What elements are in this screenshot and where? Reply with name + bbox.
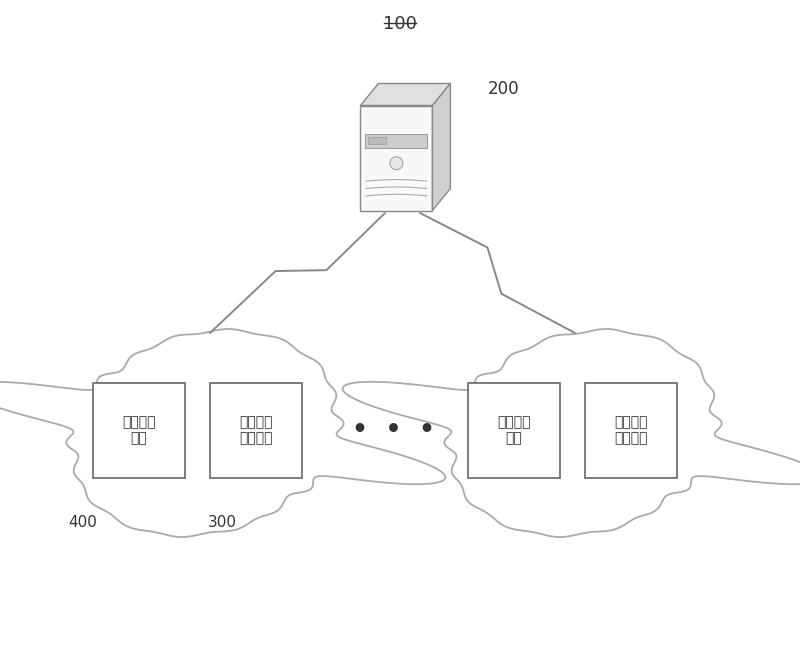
- Text: 信息采集
设备: 信息采集 设备: [498, 415, 530, 446]
- Polygon shape: [360, 106, 432, 211]
- Polygon shape: [0, 329, 446, 537]
- Polygon shape: [366, 134, 427, 148]
- FancyBboxPatch shape: [468, 383, 560, 478]
- Text: 定向高音
喉叭模组: 定向高音 喉叭模组: [239, 415, 273, 446]
- Polygon shape: [432, 84, 450, 211]
- Polygon shape: [360, 84, 450, 106]
- Text: 定向高音
喉叭模组: 定向高音 喉叭模组: [614, 415, 648, 446]
- FancyBboxPatch shape: [93, 383, 185, 478]
- FancyBboxPatch shape: [585, 383, 677, 478]
- FancyBboxPatch shape: [210, 383, 302, 478]
- Text: 300: 300: [207, 515, 237, 530]
- Polygon shape: [367, 137, 386, 145]
- Text: 100: 100: [383, 15, 417, 33]
- Text: 信息采集
设备: 信息采集 设备: [122, 415, 156, 446]
- Text: 400: 400: [68, 515, 97, 530]
- Circle shape: [390, 157, 403, 170]
- Polygon shape: [342, 329, 800, 537]
- Text: •  •  •: • • •: [351, 418, 434, 442]
- Text: 200: 200: [488, 80, 520, 98]
